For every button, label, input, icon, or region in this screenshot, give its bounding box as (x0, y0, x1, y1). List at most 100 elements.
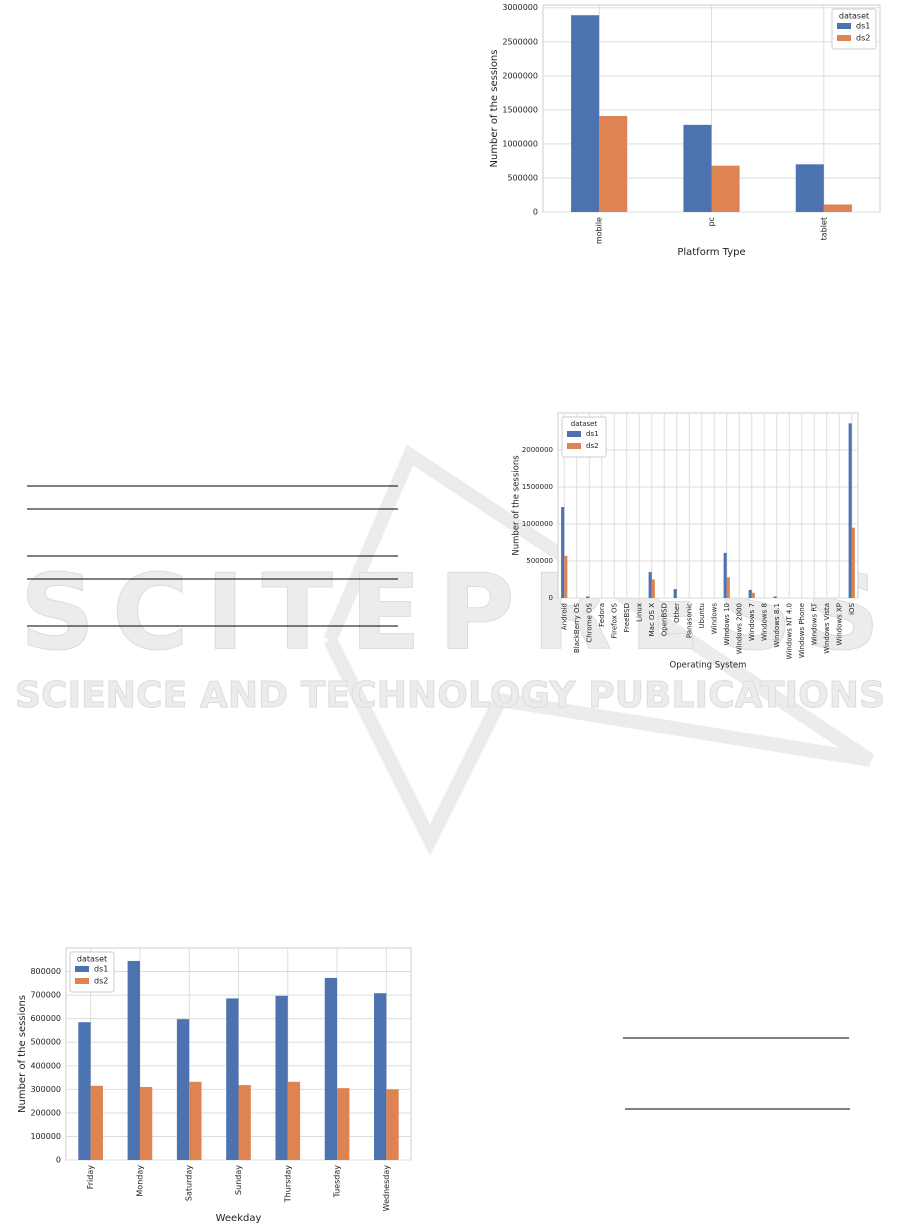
bar (848, 423, 852, 598)
watermark-subtitle: SCIENCE AND TECHNOLOGY PUBLICATIONS (15, 675, 885, 716)
y-tick-label: 2500000 (502, 37, 538, 46)
table-rules (27, 485, 850, 1110)
legend-title: dataset (77, 955, 107, 964)
legend-swatch (567, 431, 581, 437)
x-tick-label: Ubuntu (698, 603, 706, 629)
x-tick-label: Windows 2000 (735, 603, 743, 654)
legend-title: dataset (571, 420, 598, 428)
bar (748, 589, 752, 598)
y-tick-label: 3000000 (502, 3, 538, 12)
y-tick-label: 0 (533, 208, 538, 217)
x-tick-label: Windows RT (810, 602, 818, 645)
x-tick-label: Fedora (598, 603, 606, 627)
x-tick-label: Android (560, 603, 568, 630)
x-tick-label: Linux (635, 603, 643, 622)
bar (238, 1085, 251, 1160)
x-tick-label: Tuesday (333, 1165, 342, 1199)
y-tick-label: 1000000 (502, 139, 538, 148)
bar (648, 572, 652, 598)
chart: 0 100000 200000 300000 400000 500000 600000 700… (17, 947, 412, 1224)
x-tick-label: Monday (135, 1165, 144, 1197)
x-tick-label: FreeBSD (623, 603, 631, 632)
x-tick-label: Friday (86, 1165, 95, 1190)
bar (723, 552, 727, 598)
legend-swatch (567, 443, 581, 449)
bar (773, 596, 777, 598)
bar (337, 1088, 350, 1160)
bar (823, 204, 852, 212)
bar (726, 577, 730, 598)
x-tick-label: Chrome OS (585, 602, 593, 642)
x-tick-label: Windows 8.1 (773, 603, 781, 648)
plot-area (557, 412, 859, 599)
x-tick-label: Wednesday (382, 1165, 391, 1212)
bar (127, 960, 140, 1160)
bar (751, 592, 755, 598)
legend-swatch (837, 23, 851, 29)
bar (324, 977, 338, 1160)
bar (78, 1022, 91, 1160)
x-tick-label: Windows (710, 603, 718, 635)
legend-label: ds1 (856, 22, 870, 31)
y-tick-label: 200000 (30, 1108, 61, 1117)
x-tick-label: Thursday (283, 1165, 292, 1203)
x-tick-label: OpenBSD (660, 603, 668, 636)
x-tick-label: Windows Phone (798, 603, 806, 658)
y-tick-label: 1000000 (522, 520, 553, 528)
bar (673, 589, 677, 598)
x-tick-label: BlackBerry OS (573, 602, 581, 653)
bar (374, 993, 387, 1160)
bar (226, 998, 239, 1160)
x-axis-label: Weekday (216, 1213, 262, 1224)
bar (711, 165, 740, 212)
x-axis-label: Platform Type (677, 247, 745, 258)
x-tick-label: tablet (819, 217, 828, 240)
y-tick-label: 100000 (30, 1132, 61, 1141)
bar (176, 1019, 190, 1160)
bar (561, 506, 565, 598)
bar (571, 15, 600, 212)
bar (386, 1089, 399, 1160)
x-axis-label: Operating System (670, 661, 747, 671)
legend-label: ds1 (586, 430, 599, 438)
x-tick-label: Saturday (185, 1165, 194, 1201)
chart: 0 500000 1000000 1500000 2000000 Android Black… (512, 412, 859, 671)
bar (651, 579, 655, 598)
y-tick-label: 2000000 (502, 71, 538, 80)
y-tick-label: 700000 (30, 991, 61, 1000)
legend-swatch (75, 966, 89, 972)
legend-label: ds2 (856, 34, 870, 43)
x-tick-label: mobile (595, 217, 604, 244)
y-tick-label: 400000 (30, 1061, 61, 1070)
bar (795, 164, 824, 212)
x-tick-label: Mac OS X (648, 603, 656, 637)
legend-swatch (75, 978, 89, 984)
y-tick-label: 600000 (30, 1014, 61, 1023)
bar (287, 1081, 301, 1160)
y-axis-label: Number of the sessions (17, 995, 28, 1113)
x-tick-label: Windows Vista (823, 603, 831, 654)
x-tick-label: Windows XP (835, 603, 843, 646)
y-tick-label: 500000 (526, 557, 553, 565)
chart: 0 500000 1000000 1500000 2000000 2500000 30000… (489, 3, 881, 258)
legend-label: ds2 (94, 977, 108, 986)
y-tick-label: 1500000 (522, 483, 553, 491)
y-axis-label: Number of the sessions (489, 50, 500, 168)
legend-label: ds1 (94, 965, 108, 974)
y-axis-label: Number of the sessions (512, 455, 522, 556)
bar (683, 124, 712, 212)
bar (275, 995, 288, 1160)
y-tick-label: 800000 (30, 967, 61, 976)
bar (564, 555, 568, 598)
y-tick-label: 2000000 (522, 446, 553, 454)
x-tick-label: Firefox OS (610, 602, 618, 638)
bar (189, 1081, 202, 1160)
y-tick-label: 0 (549, 594, 553, 602)
bar (90, 1085, 103, 1160)
y-tick-label: 1500000 (502, 105, 538, 114)
x-tick-label: Windows 7 (748, 603, 756, 641)
bar (599, 115, 628, 212)
bar (851, 527, 855, 598)
